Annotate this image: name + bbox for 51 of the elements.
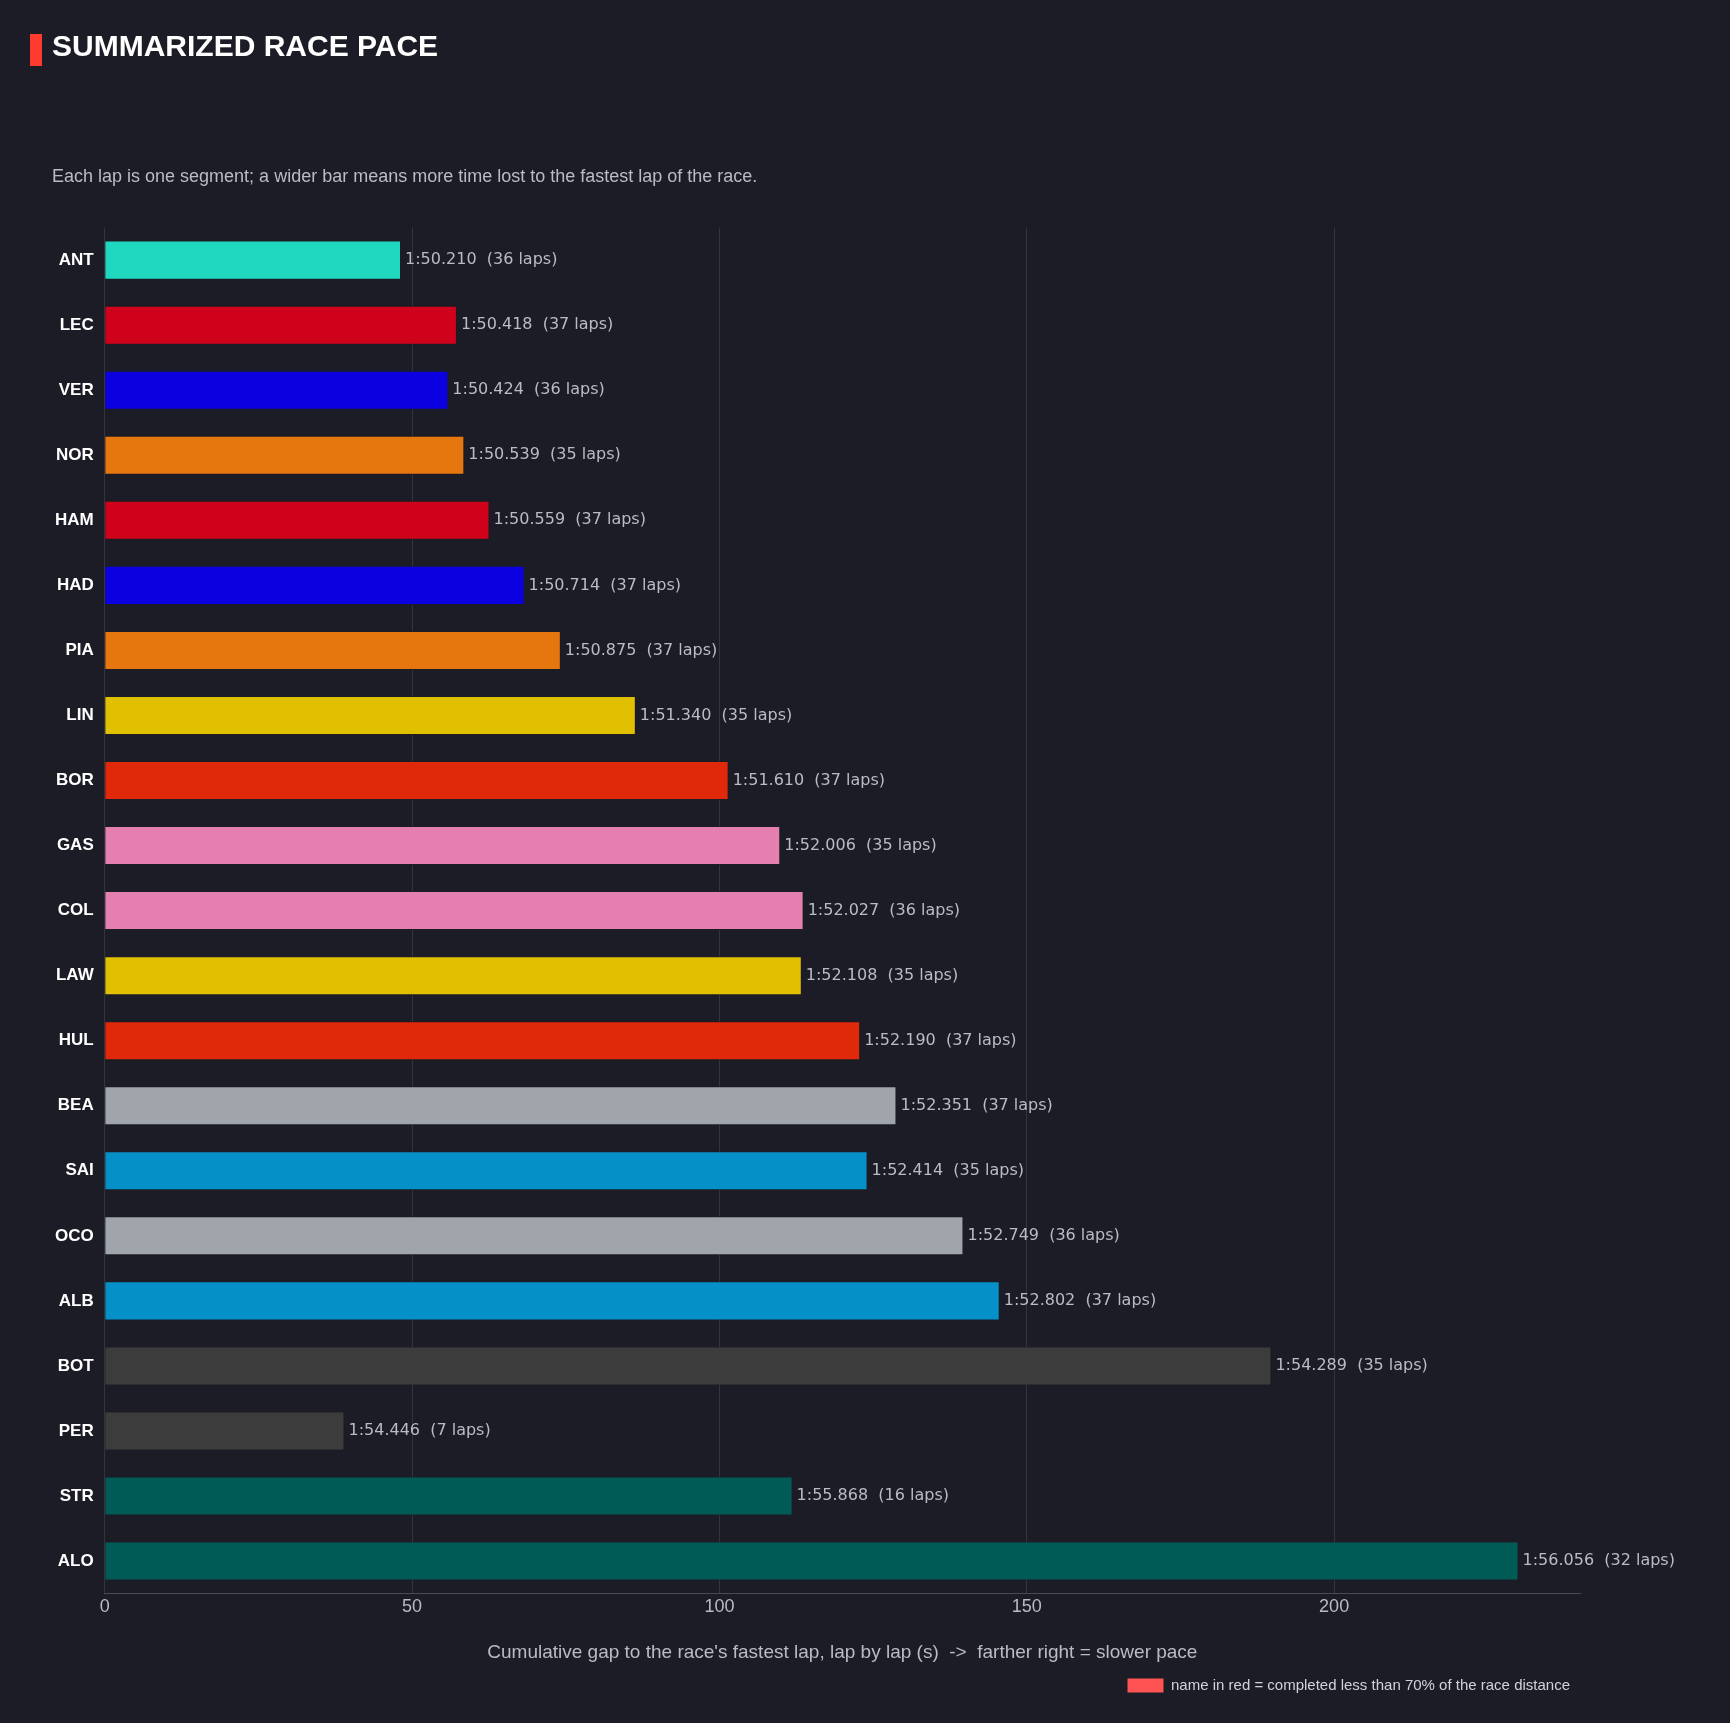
data-label: 1:52.802 (37 laps) bbox=[1003, 1290, 1157, 1310]
data-label: 1:50.714 (37 laps) bbox=[528, 574, 681, 594]
x-tick-label: 100 bbox=[704, 1596, 735, 1617]
y-tick-label: SAI bbox=[65, 1160, 94, 1180]
y-tick-label: NOR bbox=[55, 444, 94, 464]
data-label: 1:51.340 (35 laps) bbox=[639, 704, 793, 724]
data-label: 1:50.210 (36 laps) bbox=[405, 249, 558, 269]
y-tick-label: OCO bbox=[54, 1225, 94, 1245]
data-label: 1:50.875 (37 laps) bbox=[564, 639, 718, 659]
x-tick-label: 150 bbox=[1011, 1596, 1042, 1617]
data-label: 1:54.289 (35 laps) bbox=[1275, 1355, 1428, 1375]
x-tick-label: 200 bbox=[1319, 1596, 1350, 1617]
y-tick-label: BOT bbox=[57, 1355, 95, 1375]
y-tick-label: COL bbox=[57, 900, 94, 920]
x-tick-label: 50 bbox=[402, 1596, 423, 1617]
data-label: 1:56.056 (32 laps) bbox=[1522, 1550, 1675, 1570]
data-label: 1:52.006 (35 laps) bbox=[784, 834, 937, 854]
y-tick-label: LEC bbox=[59, 314, 94, 334]
y-tick-label: ANT bbox=[58, 249, 95, 269]
x-tick-label: 0 bbox=[99, 1596, 110, 1617]
x-axis-title: Cumulative gap to the race's fastest lap, lap by lap (s) -> farther right = slower pace bbox=[487, 1640, 1198, 1662]
y-tick-label: PER bbox=[58, 1420, 94, 1440]
data-label: 1:50.559 (37 laps) bbox=[493, 509, 646, 529]
data-label: 1:52.351 (37 laps) bbox=[900, 1094, 1053, 1114]
chart-subtitle: Each lap is one segment; a wider bar means more time lost to the fastest lap of the race. bbox=[52, 165, 758, 186]
y-tick-label: LAW bbox=[55, 965, 95, 985]
y-tick-label: BOR bbox=[55, 770, 94, 790]
data-label: 1:52.108 (35 laps) bbox=[805, 964, 959, 984]
data-label: 1:55.868 (16 laps) bbox=[796, 1485, 949, 1505]
data-label: 1:54.446 (7 laps) bbox=[348, 1420, 491, 1440]
y-tick-label: ALB bbox=[58, 1290, 94, 1310]
legend-label: name in red = completed less than 70% of the race distance bbox=[1171, 1675, 1571, 1693]
data-label: 1:52.190 (37 laps) bbox=[864, 1029, 1017, 1049]
chart-title: SUMMARIZED RACE PACE bbox=[52, 29, 439, 63]
y-tick-label: VER bbox=[58, 379, 94, 399]
data-label: 1:52.414 (35 laps) bbox=[871, 1159, 1024, 1179]
data-label: 1:52.749 (36 laps) bbox=[967, 1224, 1120, 1244]
y-tick-label: ALO bbox=[57, 1550, 94, 1570]
y-tick-label: HUL bbox=[58, 1030, 94, 1050]
data-label: 1:50.539 (35 laps) bbox=[468, 444, 621, 464]
y-tick-label: LIN bbox=[66, 705, 94, 725]
data-label: 1:50.418 (37 laps) bbox=[460, 314, 614, 334]
y-tick-label: PIA bbox=[65, 640, 94, 660]
data-label: 1:50.424 (36 laps) bbox=[452, 379, 605, 399]
y-tick-label: HAM bbox=[55, 510, 94, 529]
y-tick-label: STR bbox=[59, 1485, 94, 1505]
data-label: 1:52.027 (36 laps) bbox=[807, 899, 961, 919]
y-tick-label: HAD bbox=[56, 575, 94, 595]
y-tick-label: GAS bbox=[56, 835, 94, 855]
y-tick-label: BEA bbox=[57, 1095, 94, 1115]
data-label: 1:51.610 (37 laps) bbox=[732, 769, 886, 789]
